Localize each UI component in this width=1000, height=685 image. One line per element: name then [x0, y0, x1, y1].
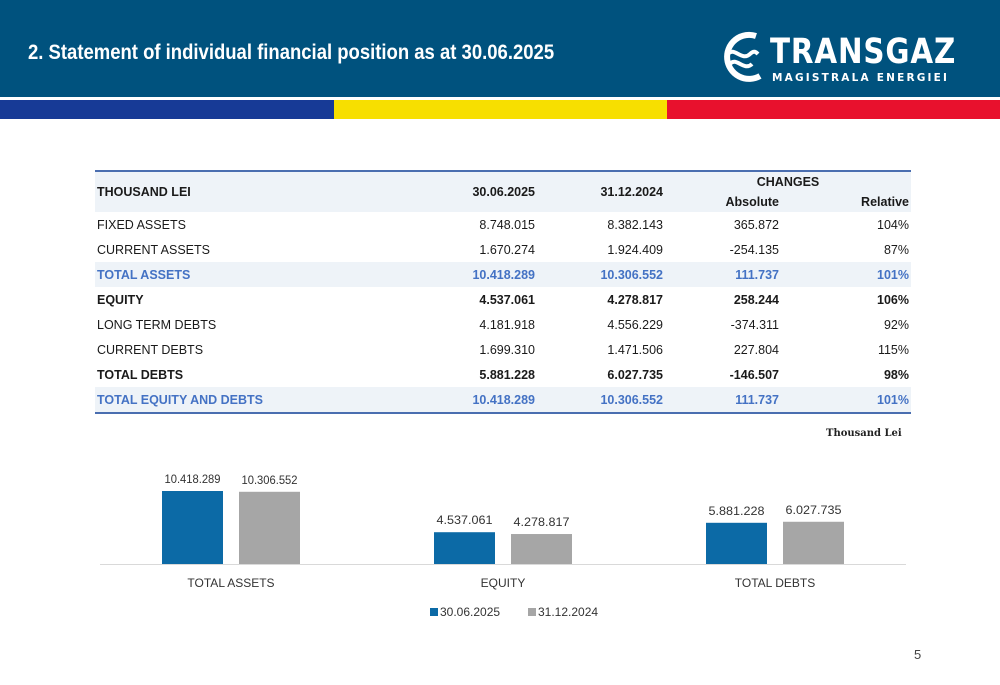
row-label: CURRENT ASSETS: [97, 242, 210, 257]
category-tick-label: EQUITY: [481, 576, 526, 590]
table-row: CURRENT DEBTS 1.699.310 1.471.506 227.804 11…: [95, 337, 911, 362]
bar-data-label: 5.881.228: [709, 504, 765, 518]
value-31-12-2024: 1.924.409: [607, 242, 663, 257]
transgaz-logo: TRANSGAZ MAGISTRALA ENERGIEI: [716, 24, 955, 94]
change-absolute: 111.737: [665, 387, 781, 414]
value-31-12-2024: 1.471.506: [607, 342, 663, 357]
change-relative: 101%: [781, 262, 911, 287]
col-header-relative: Relative: [861, 195, 909, 209]
change-absolute: 258.244: [733, 292, 779, 307]
col-header-30-06-2025: 30.06.2025: [472, 185, 535, 199]
value-30-06-2025: 1.699.310: [479, 342, 535, 357]
bar: [783, 521, 844, 564]
change-relative: 98%: [883, 367, 909, 382]
value-31-12-2024: 8.382.143: [607, 217, 663, 232]
table-row: CURRENT ASSETS 1.670.274 1.924.409 -254.135…: [95, 237, 911, 262]
value-30-06-2025: 10.418.289: [375, 262, 537, 287]
value-30-06-2025: 1.670.274: [479, 242, 535, 257]
table-row: TOTAL EQUITY AND DEBTS 10.418.289 10.306.5…: [95, 387, 911, 414]
change-relative: 92%: [883, 317, 909, 332]
change-relative: 101%: [781, 387, 911, 414]
legend-swatch: [528, 608, 536, 616]
unit-label: Thousand Lei: [826, 428, 902, 439]
stripe-red: [667, 97, 1000, 119]
bar-data-label: 4.537.061: [437, 513, 493, 527]
change-relative: 115%: [877, 342, 909, 357]
value-31-12-2024: 4.556.229: [607, 317, 663, 332]
bar-data-label: 6.027.735: [786, 503, 842, 517]
legend-label: 30.06.2025: [440, 605, 500, 619]
table-row: LONG TERM DEBTS 4.181.918 4.556.229 -374.31…: [95, 312, 911, 337]
bar-data-label: 10.418.289: [165, 472, 221, 486]
legend-swatch: [430, 608, 438, 616]
logo-wordmark: TRANSGAZ: [770, 32, 957, 72]
col-header-31-12-2024: 31.12.2024: [600, 185, 663, 199]
bar: [239, 491, 300, 564]
value-31-12-2024: 4.278.817: [607, 292, 663, 307]
row-label: LONG TERM DEBTS: [97, 317, 217, 332]
change-absolute: -146.507: [729, 367, 779, 382]
slide-header: 2. Statement of individual financial pos…: [0, 0, 1000, 97]
value-31-12-2024: 10.306.552: [537, 262, 665, 287]
value-30-06-2025: 5.881.228: [479, 367, 535, 382]
change-absolute: -374.311: [730, 317, 779, 332]
category-tick-label: TOTAL ASSETS: [187, 576, 274, 590]
change-absolute: 111.737: [665, 262, 781, 287]
stripe-blue: [0, 97, 334, 119]
legend-label: 31.12.2024: [538, 605, 598, 619]
page-title: 2. Statement of individual financial pos…: [28, 40, 555, 64]
value-31-12-2024: 10.306.552: [537, 387, 665, 414]
change-relative: 106%: [877, 292, 909, 307]
value-30-06-2025: 8.748.015: [479, 217, 535, 232]
flag-stripes: [0, 97, 1000, 119]
col-header-absolute: Absolute: [725, 195, 779, 209]
bar: [162, 491, 223, 564]
bar: [434, 532, 495, 564]
stripe-yellow: [334, 97, 667, 119]
change-absolute: 227.804: [733, 342, 779, 357]
table-row: TOTAL ASSETS 10.418.289 10.306.552 111.737 1…: [95, 262, 911, 287]
change-relative: 104%: [877, 217, 909, 232]
table-row: EQUITY 4.537.061 4.278.817 258.244 106%: [95, 287, 911, 312]
bar: [511, 534, 572, 564]
row-label: TOTAL ASSETS: [95, 262, 375, 287]
row-label: CURRENT DEBTS: [97, 342, 204, 357]
value-31-12-2024: 6.027.735: [607, 367, 663, 382]
value-30-06-2025: 4.181.918: [479, 317, 535, 332]
row-label: EQUITY: [97, 292, 144, 307]
table-row: FIXED ASSETS 8.748.015 8.382.143 365.872 104…: [95, 212, 911, 237]
value-30-06-2025: 10.418.289: [375, 387, 537, 414]
bar: [706, 522, 767, 564]
value-30-06-2025: 4.537.061: [479, 292, 535, 307]
row-label: TOTAL EQUITY AND DEBTS: [95, 387, 375, 414]
logo-tagline: MAGISTRALA ENERGIEI: [772, 72, 950, 84]
table-header-label: THOUSAND LEI: [97, 185, 191, 199]
col-header-changes: CHANGES: [756, 175, 820, 189]
bar-data-label: 4.278.817: [514, 515, 570, 529]
logo-emblem-icon: [724, 31, 762, 82]
change-relative: 87%: [883, 242, 909, 257]
row-label: FIXED ASSETS: [97, 217, 186, 232]
category-tick-label: TOTAL DEBTS: [735, 576, 815, 590]
change-absolute: -254.135: [729, 242, 779, 257]
bar-data-label: 10.306.552: [242, 473, 298, 487]
stripe-separator: [0, 97, 1000, 100]
comparison-bar-chart: 10.418.289 10.306.552 TOTAL ASSETS 4.537.06…: [100, 472, 906, 619]
page-number: 5: [914, 647, 922, 662]
table-row: TOTAL DEBTS 5.881.228 6.027.735 -146.507 98%: [95, 362, 911, 387]
table-body: FIXED ASSETS 8.748.015 8.382.143 365.872 104…: [95, 212, 911, 414]
change-absolute: 365.872: [733, 217, 779, 232]
financial-position-table: THOUSAND LEI 30.06.2025 31.12.2024 CHANG…: [95, 170, 911, 414]
row-label: TOTAL DEBTS: [97, 367, 184, 382]
